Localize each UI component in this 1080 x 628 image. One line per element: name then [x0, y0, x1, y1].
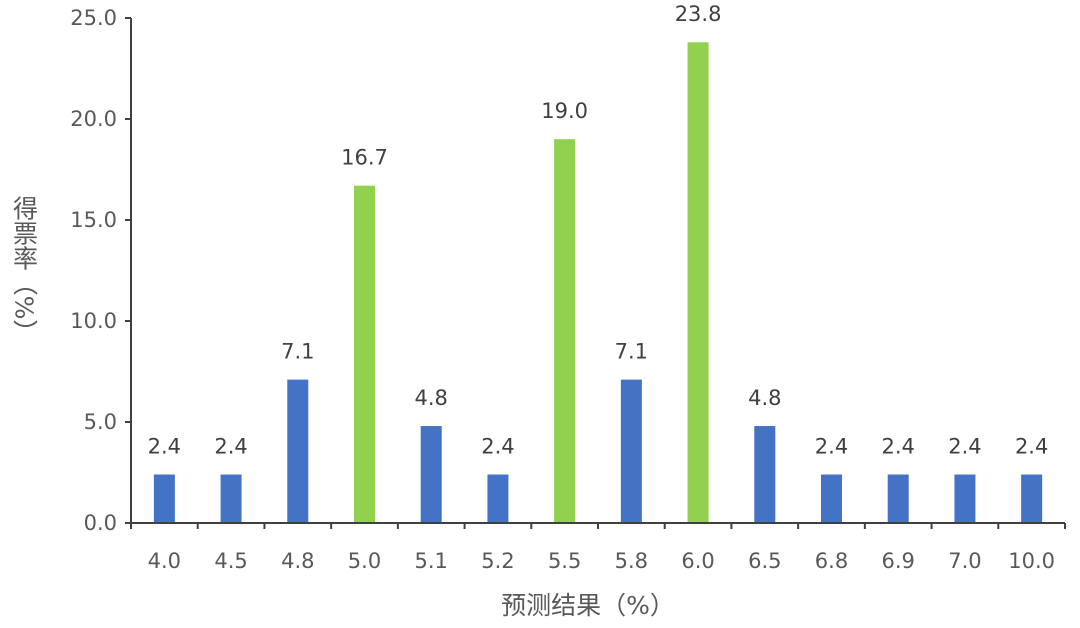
bar-5-5 — [554, 139, 576, 523]
data-label: 2.4 — [148, 435, 181, 459]
data-label: 16.7 — [341, 146, 388, 170]
bar-5-2 — [487, 474, 509, 523]
y-tick-label: 5.0 — [84, 410, 117, 434]
bar-5-1 — [420, 426, 442, 523]
x-tick-label: 6.0 — [681, 549, 714, 573]
x-axis-ticks: 4.0 4.5 4.8 5.0 5.1 5.2 5.5 5.8 6.0 6.5 6.8 6.9 7.0 1… — [130, 523, 1066, 573]
x-tick-label: 6.5 — [748, 549, 781, 573]
bar-4-5 — [220, 474, 242, 523]
bars — [153, 42, 1043, 524]
y-axis-ticks: 0.0 5.0 10.0 15.0 20.0 25.0 — [70, 6, 131, 535]
data-label: 2.4 — [214, 435, 247, 459]
y-tick-label: 25.0 — [70, 6, 117, 30]
x-tick-label: 5.1 — [415, 549, 448, 573]
data-label: 2.4 — [948, 435, 981, 459]
x-tick-label: 4.8 — [281, 549, 314, 573]
bar-7-0 — [954, 474, 976, 523]
x-tick-label: 6.8 — [815, 549, 848, 573]
y-tick-label: 15.0 — [70, 208, 117, 232]
x-axis-title: 预测结果（%） — [501, 591, 675, 620]
bar-6-5 — [754, 426, 776, 523]
x-tick-label: 7.0 — [948, 549, 981, 573]
bar-6-0 — [687, 42, 709, 524]
data-label: 4.8 — [748, 386, 781, 410]
x-tick-label: 4.0 — [148, 549, 181, 573]
data-label: 2.4 — [1015, 435, 1048, 459]
data-label: 19.0 — [541, 99, 588, 123]
bar-5-8 — [620, 379, 642, 523]
data-label: 2.4 — [815, 435, 848, 459]
bar-5-0 — [354, 185, 375, 523]
data-label: 23.8 — [675, 2, 722, 26]
x-tick-label: 4.5 — [214, 549, 247, 573]
data-label: 7.1 — [281, 340, 314, 364]
bar-6-8 — [821, 474, 842, 523]
bar-6-9 — [887, 474, 909, 523]
bar-4-8 — [287, 379, 309, 523]
bar-10-0 — [1021, 474, 1043, 523]
data-labels: 2.4 2.4 7.1 16.7 4.8 2.4 19.0 7.1 23.8 4.8 2.4 2.4 2… — [148, 2, 1049, 458]
x-tick-label: 10.0 — [1008, 549, 1055, 573]
x-tick-label: 5.8 — [615, 549, 648, 573]
data-label: 2.4 — [882, 435, 915, 459]
data-label: 7.1 — [615, 340, 648, 364]
x-tick-label: 6.9 — [882, 549, 915, 573]
y-tick-label: 20.0 — [70, 107, 117, 131]
data-label: 4.8 — [415, 386, 448, 410]
x-tick-label: 5.5 — [548, 549, 581, 573]
y-tick-label: 10.0 — [70, 309, 117, 333]
x-tick-label: 5.0 — [348, 549, 381, 573]
data-label: 2.4 — [481, 435, 514, 459]
y-axis-title: 得票率（%） — [10, 196, 39, 345]
y-tick-label: 0.0 — [84, 511, 117, 535]
bar-4-0 — [153, 474, 175, 523]
x-tick-label: 5.2 — [481, 549, 514, 573]
